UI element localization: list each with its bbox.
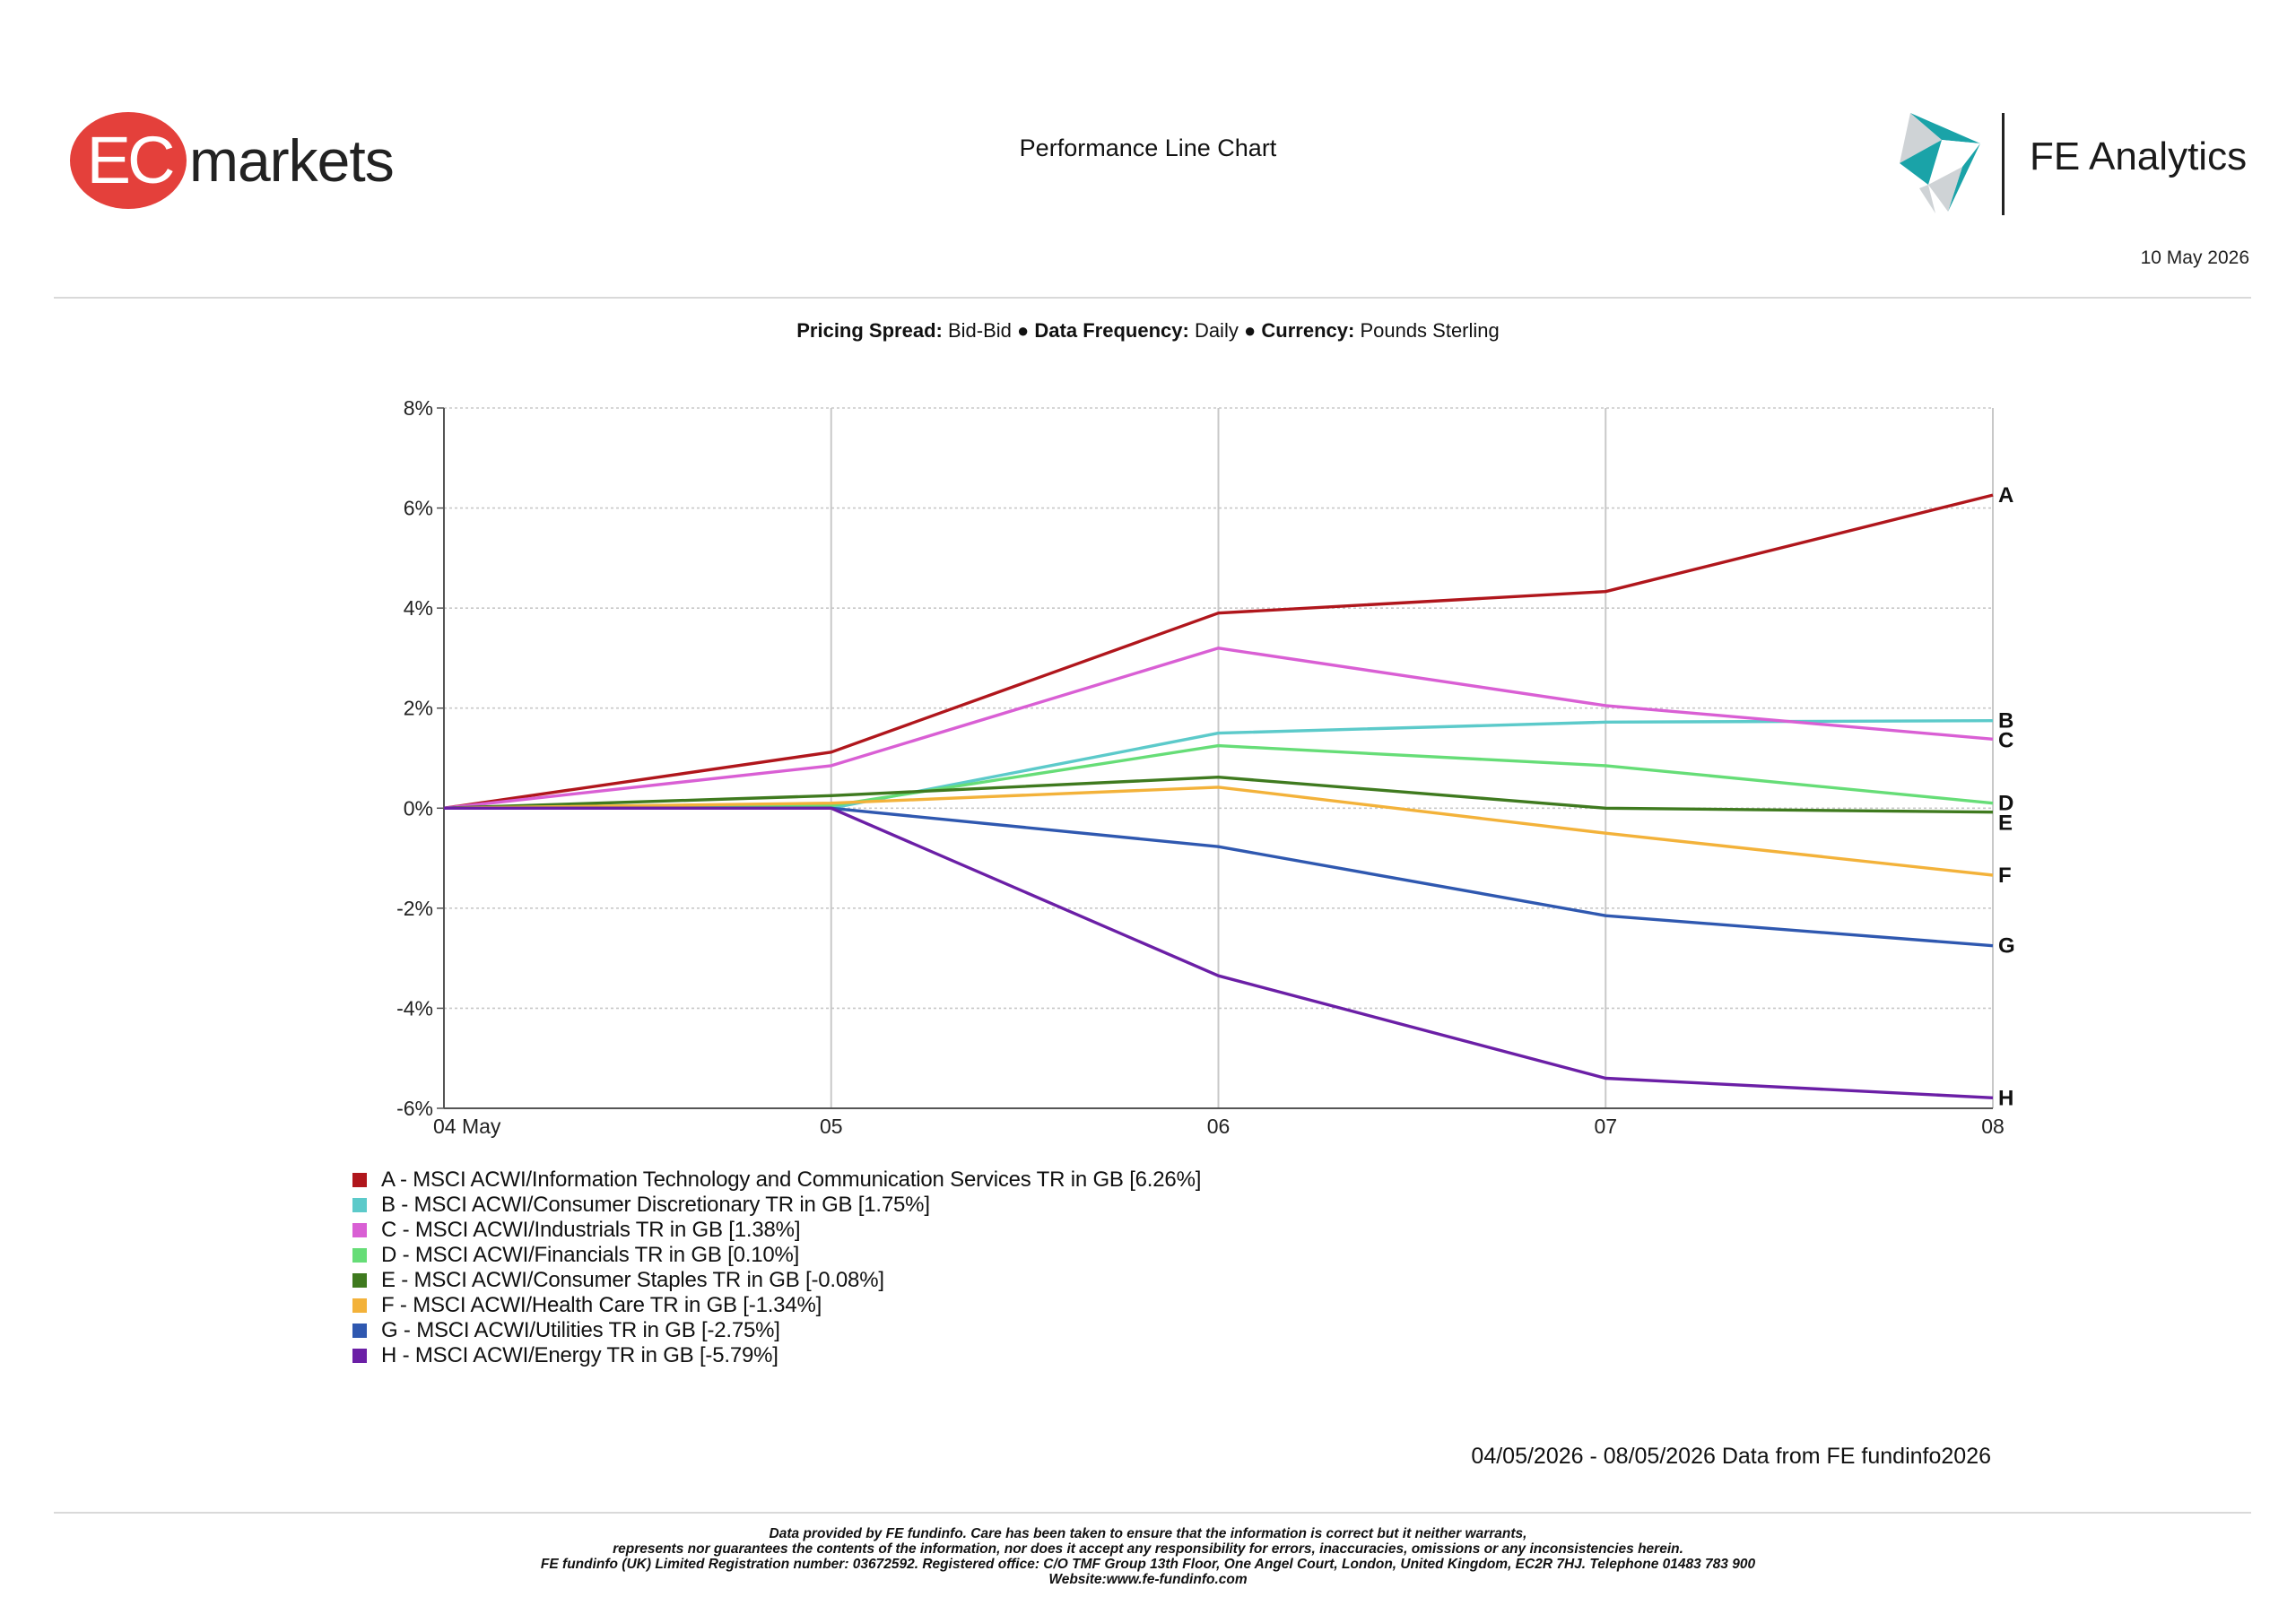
legend-item: C - MSCI ACWI/Industrials TR in GB [1.38…: [352, 1218, 1518, 1243]
chart-grid: [444, 407, 1994, 1108]
legend-swatch: [352, 1248, 367, 1263]
series-line: [443, 493, 1994, 810]
series-line: [443, 776, 1994, 814]
series-end-label: A: [1998, 483, 2013, 508]
series-end-label: C: [1998, 729, 2013, 753]
y-tick-label: 8%: [404, 396, 433, 420]
legend-label: B - MSCI ACWI/Consumer Discretionary TR …: [381, 1193, 930, 1217]
chart-end-labels: A BC DE F G H: [1998, 483, 2015, 1110]
x-tick-label: 06: [1207, 1115, 1231, 1138]
y-tick-label: 6%: [404, 497, 433, 520]
pricing-spread-value: Bid-Bid: [947, 319, 1012, 342]
legend-label: H - MSCI ACWI/Energy TR in GB [-5.79%]: [381, 1343, 778, 1367]
data-frequency-label: Data Frequency:: [1034, 319, 1189, 342]
y-tick-label: -2%: [396, 897, 433, 920]
chart-legend: A - MSCI ACWI/Information Technology and…: [352, 1167, 1518, 1368]
legend-item: H - MSCI ACWI/Energy TR in GB [-5.79%]: [352, 1343, 1518, 1368]
series-line: [444, 806, 1994, 948]
y-tick-label: 4%: [404, 596, 433, 620]
header-divider: [54, 297, 2251, 299]
series-end-label: E: [1998, 812, 2013, 836]
legend-label: D - MSCI ACWI/Financials TR in GB [0.10%…: [381, 1243, 800, 1267]
legend-item: F - MSCI ACWI/Health Care TR in GB [-1.3…: [352, 1293, 1518, 1318]
fe-analytics-logo: FE Analytics: [1892, 108, 2251, 220]
page-title: Performance Line Chart: [1019, 135, 1277, 161]
series-line: [443, 743, 1994, 810]
legend-swatch: [352, 1298, 367, 1313]
footer-divider: [54, 1512, 2251, 1514]
series-end-label: G: [1998, 934, 2015, 959]
data-frequency-value: Daily: [1194, 319, 1239, 342]
x-tick-label: 05: [820, 1115, 843, 1138]
legend-label: G - MSCI ACWI/Utilities TR in GB [-2.75%…: [381, 1318, 780, 1342]
data-source-note: 04/05/2026 - 08/05/2026 Data from FE fun…: [1471, 1444, 1991, 1469]
series-line: [443, 785, 1994, 877]
x-tick-label: 04 May: [433, 1115, 501, 1138]
legend-swatch: [352, 1349, 367, 1363]
legend-label: C - MSCI ACWI/Industrials TR in GB [1.38…: [381, 1218, 801, 1242]
series-line: [444, 719, 1994, 810]
y-tick-label: -6%: [396, 1097, 433, 1120]
legend-label: A - MSCI ACWI/Information Technology and…: [381, 1167, 1202, 1192]
legend-label: F - MSCI ACWI/Health Care TR in GB [-1.3…: [381, 1293, 822, 1317]
footer-line: Data provided by FE fundinfo. Care has b…: [769, 1526, 1527, 1541]
ec-logo-letters: EC: [86, 123, 176, 197]
x-tick-label: 07: [1594, 1115, 1617, 1138]
series-line: [443, 647, 1994, 810]
series-end-label: F: [1998, 864, 2012, 888]
legend-swatch: [352, 1198, 367, 1212]
y-tick-label: -4%: [396, 996, 433, 1020]
footer-line: represents nor guarantees the contents o…: [613, 1541, 1683, 1557]
footer-line: Website:www.fe-fundinfo.com: [1048, 1572, 1248, 1587]
currency-label: Currency:: [1261, 319, 1355, 342]
legend-item: A - MSCI ACWI/Information Technology and…: [352, 1167, 1518, 1193]
ec-markets-logo: EC markets: [70, 112, 402, 215]
y-tick-label: 0%: [404, 796, 433, 820]
series-end-label: B: [1998, 709, 2013, 733]
fe-analytics-mark-icon: [1900, 113, 1980, 213]
separator-dot: ●: [1243, 319, 1257, 342]
y-tick-label: 2%: [404, 697, 433, 720]
disclaimer-footer: Data provided by FE fundinfo. Care has b…: [269, 1526, 2027, 1587]
legend-item: G - MSCI ACWI/Utilities TR in GB [-2.75%…: [352, 1318, 1518, 1343]
footer-line: FE fundinfo (UK) Limited Registration nu…: [540, 1557, 1756, 1572]
currency-value: Pounds Sterling: [1360, 319, 1500, 342]
legend-swatch: [352, 1223, 367, 1237]
legend-item: B - MSCI ACWI/Consumer Discretionary TR …: [352, 1193, 1518, 1218]
ec-logo-circle: [70, 112, 187, 209]
legend-swatch: [352, 1173, 367, 1187]
series-end-label: H: [1998, 1086, 2013, 1110]
chart-axes: 8% 6% 4% 2% 0% -2% -4% -6%04 May 05 06 07 08: [396, 396, 2005, 1138]
series-line: [444, 806, 1994, 1099]
chart-settings: Pricing Spread: Bid-Bid ● Data Frequency…: [538, 319, 1758, 343]
legend-item: D - MSCI ACWI/Financials TR in GB [0.10%…: [352, 1243, 1518, 1268]
pricing-spread-label: Pricing Spread:: [796, 319, 943, 342]
x-tick-label: 08: [1981, 1115, 2005, 1138]
chart-series: [443, 493, 1994, 1099]
fe-logo-word: FE Analytics: [2030, 135, 2248, 178]
fe-logo-divider: [2002, 113, 2005, 215]
legend-swatch: [352, 1324, 367, 1338]
legend-item: E - MSCI ACWI/Consumer Staples TR in GB …: [352, 1268, 1518, 1293]
separator-dot: ●: [1017, 319, 1030, 342]
legend-swatch: [352, 1273, 367, 1288]
legend-label: E - MSCI ACWI/Consumer Staples TR in GB …: [381, 1268, 884, 1292]
report-date: 10 May 2026: [2140, 247, 2249, 268]
ec-logo-word: markets: [189, 127, 395, 194]
series-end-label: D: [1998, 792, 2013, 816]
